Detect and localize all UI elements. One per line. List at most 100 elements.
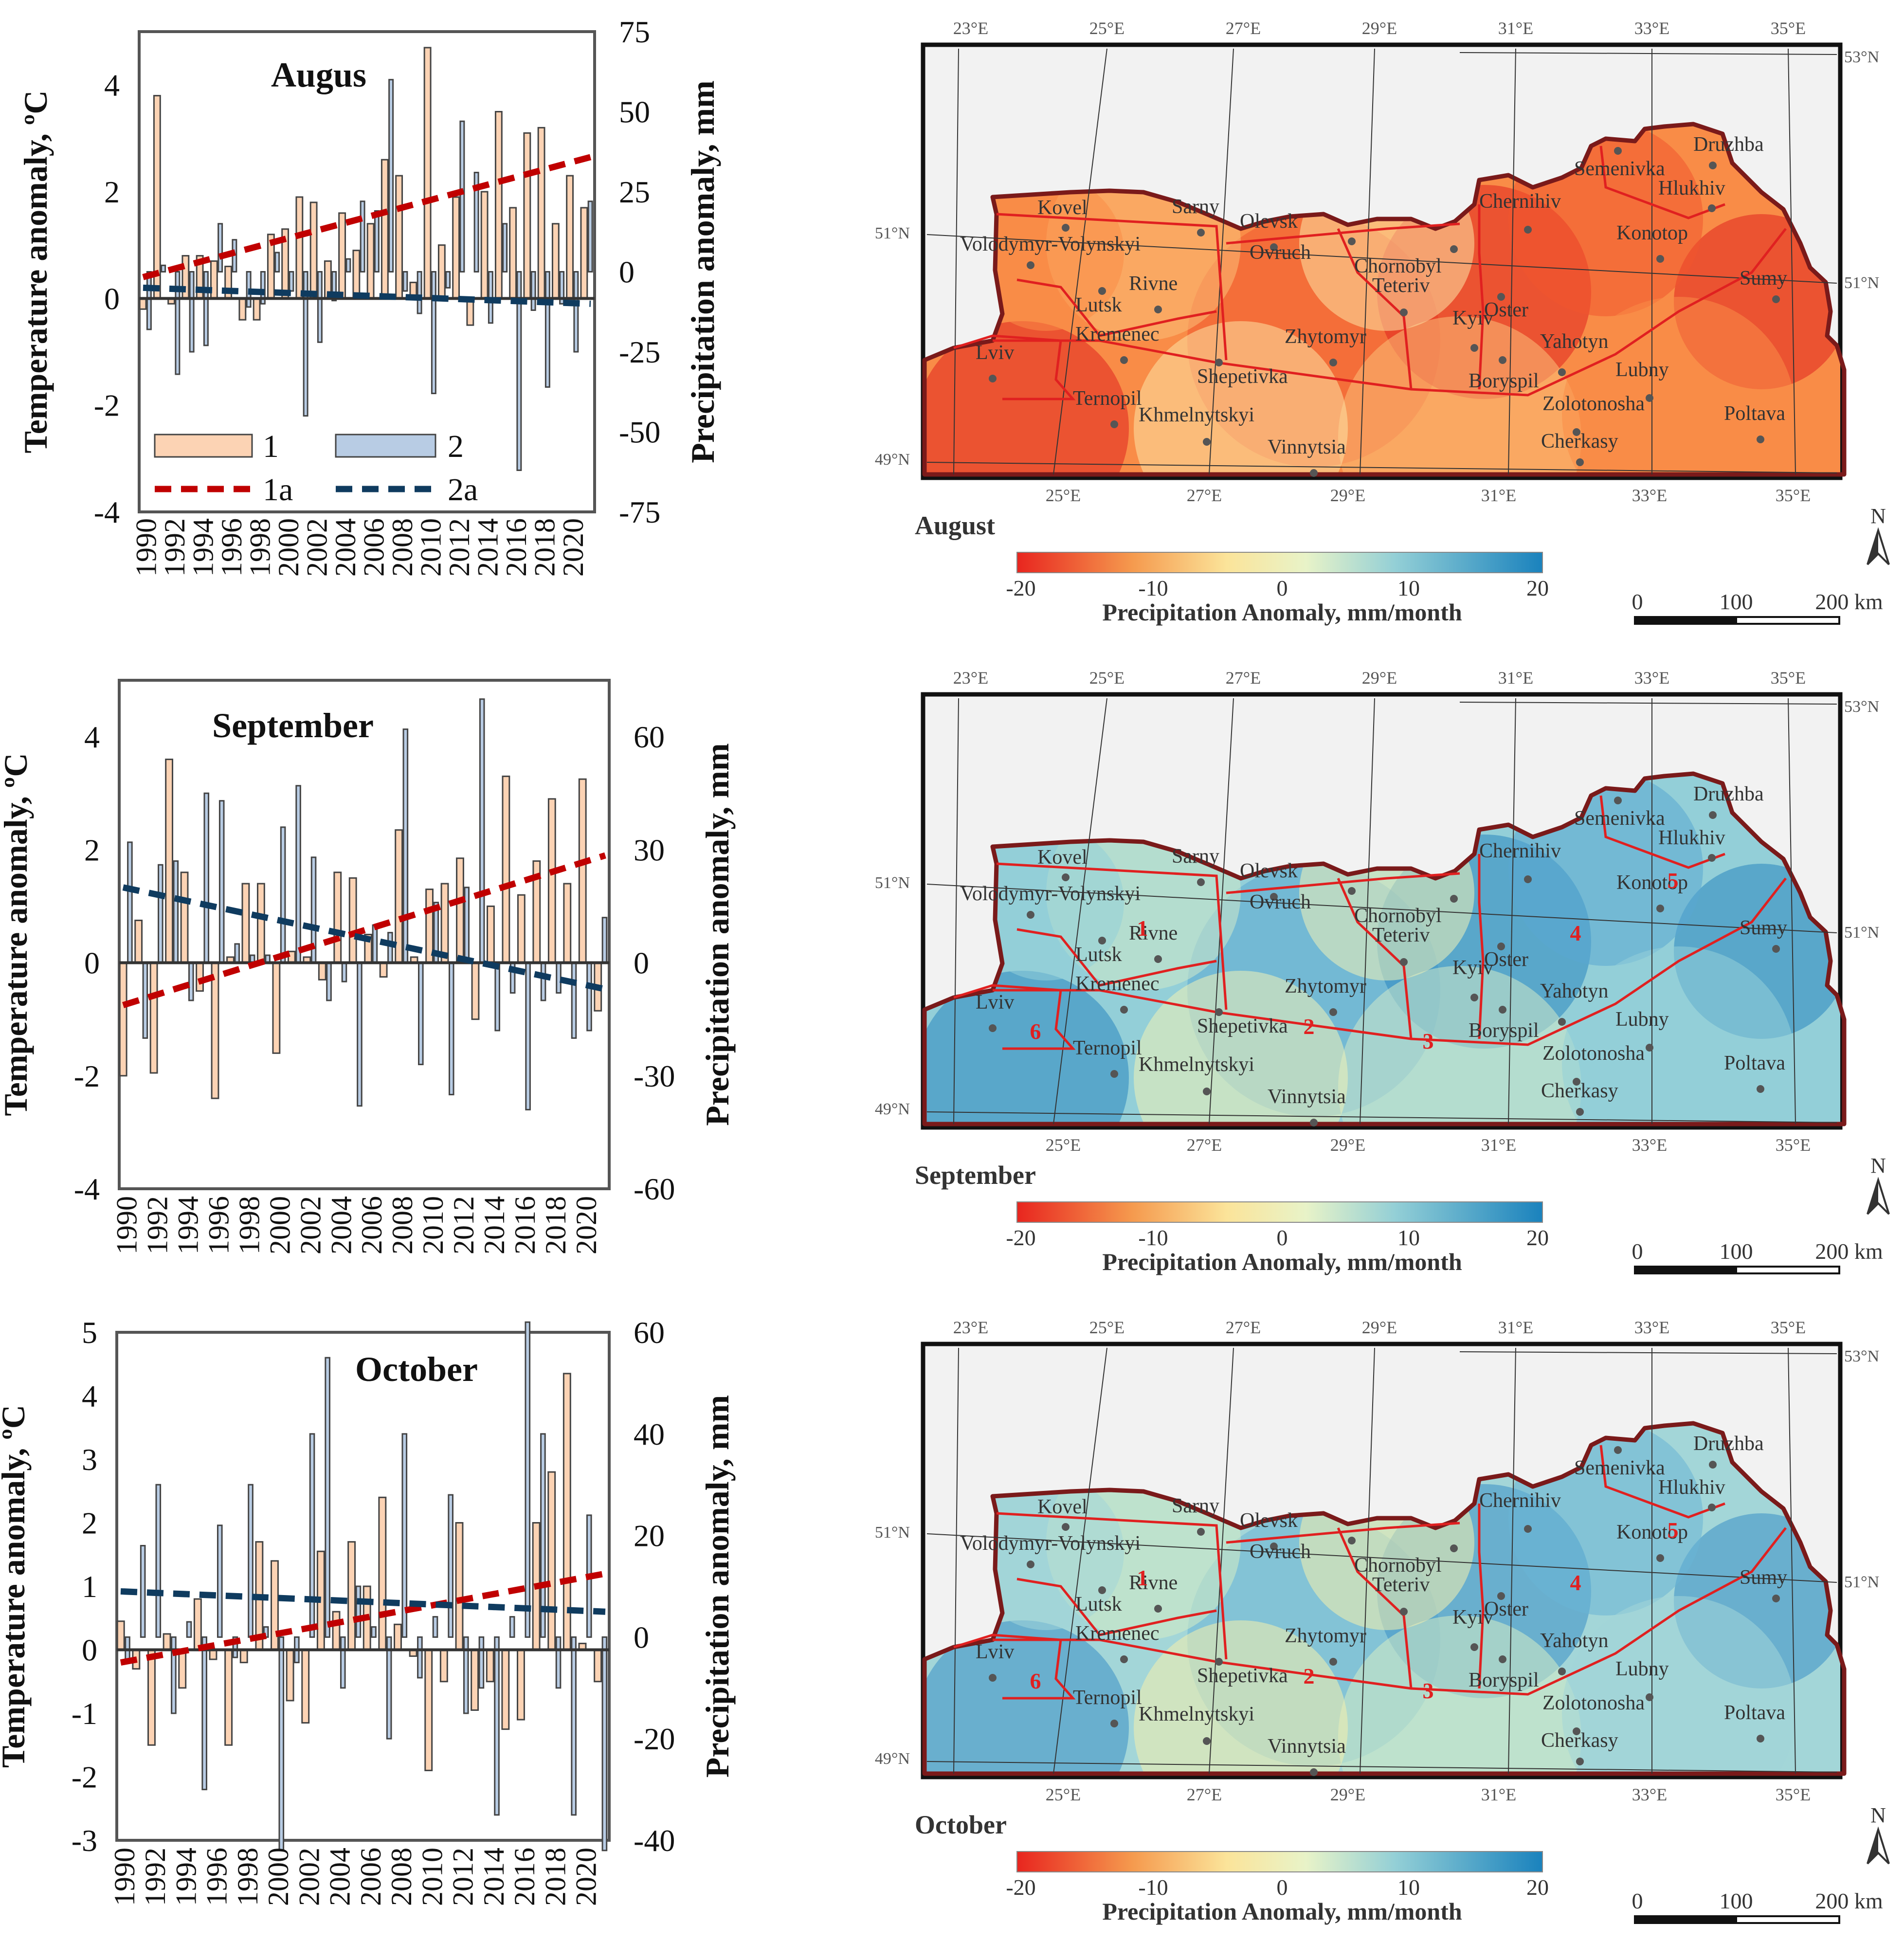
city-label: Lutsk — [1075, 944, 1122, 966]
region-number: 2 — [1304, 1664, 1315, 1688]
y2-tick-label: -50 — [619, 415, 660, 450]
city-label: Sarny — [1172, 845, 1219, 868]
precipitation-map-1: Kovel Sarny Olevsk Ovruch Volodymyr-Volynsky… — [875, 18, 1890, 626]
lat-tick-right: 53°N — [1844, 1347, 1879, 1365]
y-tick-label: 2 — [104, 175, 120, 209]
temperature-bar — [149, 962, 158, 1074]
region-number: 5 — [1668, 1518, 1679, 1543]
y2-axis-title: Precipitation anomaly, mm — [699, 743, 736, 1125]
scale-label: 100 — [1720, 589, 1753, 614]
city-label: Vinnytsia — [1268, 436, 1346, 458]
city-label: Chornobyl — [1354, 905, 1442, 927]
precipitation-bar — [556, 962, 562, 994]
region-boundary — [1599, 145, 1725, 219]
precipitation-bar — [509, 1616, 515, 1638]
graticule-meridian — [1053, 1347, 1107, 1774]
country-border — [922, 771, 1847, 1126]
x-tick-label: 2002 — [301, 518, 333, 577]
temperature-bar — [139, 297, 147, 310]
heat-blob — [1134, 321, 1348, 474]
temperature-bar — [517, 1649, 525, 1721]
x-tick-label: 1994 — [172, 1196, 204, 1254]
y-tick-label: 0 — [84, 946, 100, 980]
lon-tick-bottom: 31°E — [1481, 1135, 1516, 1155]
y-axis-title: Temperature anomaly, ºC — [0, 1405, 32, 1768]
x-tick-label: 2016 — [508, 1848, 541, 1906]
city-marker — [1470, 1643, 1478, 1651]
temperature-bar — [301, 1649, 310, 1724]
graticule-parallel — [926, 1533, 1837, 1583]
precipitation-bar — [248, 1484, 254, 1638]
city-marker — [1708, 1504, 1716, 1511]
y2-tick-label: 30 — [634, 833, 665, 867]
temperature-bar — [486, 1649, 494, 1683]
region-boundary — [1599, 795, 1725, 869]
precipitation-bar — [587, 200, 593, 272]
city-marker — [1098, 937, 1106, 944]
city-label: Oster — [1484, 299, 1528, 321]
temperature-bar — [352, 250, 361, 299]
precipitation-bar — [317, 271, 323, 343]
city-marker — [1270, 243, 1278, 251]
north-label: N — [1870, 1154, 1886, 1178]
y-axis-title: Temperature anomaly, ºC — [17, 91, 54, 454]
lat-tick-right: 53°N — [1844, 48, 1879, 66]
y-tick-label: -3 — [72, 1823, 97, 1858]
precipitation-map-2: Kovel Sarny Olevsk Ovruch Volodymyr-Volynsky… — [875, 668, 1890, 1275]
city-marker — [1215, 1008, 1223, 1016]
temperature-bar — [272, 962, 281, 1054]
precipitation-bar — [448, 962, 454, 1095]
precipitation-bar — [459, 120, 465, 273]
region-boundary — [1599, 1445, 1725, 1519]
y2-tick-label: 20 — [634, 1519, 665, 1553]
city-label: Teteriv — [1372, 924, 1430, 946]
temperature-bar — [318, 962, 326, 980]
city-marker — [1120, 1655, 1128, 1663]
y-tick-label: -2 — [74, 1059, 100, 1093]
lon-tick-top: 33°E — [1634, 18, 1669, 38]
lon-tick-top: 29°E — [1362, 18, 1397, 38]
city-marker — [1558, 1668, 1566, 1675]
city-label: Ternopil — [1073, 1037, 1142, 1059]
city-marker — [989, 1674, 997, 1682]
lat-tick-left: 51°N — [875, 224, 910, 242]
y2-tick-label: 60 — [634, 1315, 665, 1350]
heat-blob — [1338, 1615, 1581, 1774]
precipitation-bar — [218, 223, 223, 272]
y2-tick-label: -25 — [619, 335, 660, 369]
lat-tick-left: 49°N — [875, 1750, 910, 1768]
chart-title: Augus — [271, 55, 366, 94]
lon-tick-top: 27°E — [1226, 668, 1261, 688]
graticule-meridian — [1209, 698, 1234, 1125]
precipitation-bar — [201, 1636, 207, 1791]
x-tick-label: 2012 — [448, 1196, 480, 1254]
city-marker — [1573, 428, 1580, 436]
scale-bar-segment — [1635, 617, 1737, 624]
region-boundary — [1226, 872, 1460, 894]
lon-tick-top: 31°E — [1498, 668, 1533, 688]
heat-field — [925, 774, 1844, 1124]
temperature-bar — [119, 962, 127, 1077]
lon-tick-top: 33°E — [1634, 1318, 1669, 1337]
temp-precip-chart-3: -3-2-1012345-40-200204060199019921994199… — [0, 1315, 736, 1906]
y2-tick-label: 0 — [634, 946, 649, 980]
colorbar-tick: 10 — [1397, 576, 1420, 600]
north-arrow-fill — [1868, 530, 1878, 564]
city-marker — [989, 1024, 997, 1032]
region-number: 4 — [1570, 921, 1581, 945]
y-tick-label: -2 — [72, 1760, 97, 1795]
city-label: Teteriv — [1372, 274, 1430, 297]
city-marker — [1348, 237, 1356, 245]
heat-blob — [1134, 971, 1348, 1124]
region-boundary — [1016, 928, 1217, 987]
precipitation-bar — [331, 271, 337, 302]
precipitation-bar — [341, 962, 347, 982]
y2-tick-label: -75 — [619, 495, 660, 529]
city-marker — [1400, 309, 1408, 316]
map-title: August — [915, 511, 995, 540]
x-tick-label: 2018 — [529, 518, 561, 577]
temperature-bar — [594, 1649, 602, 1683]
temperature-bar — [480, 191, 489, 299]
city-label: Rivne — [1129, 272, 1178, 295]
temperature-bar — [338, 212, 346, 299]
